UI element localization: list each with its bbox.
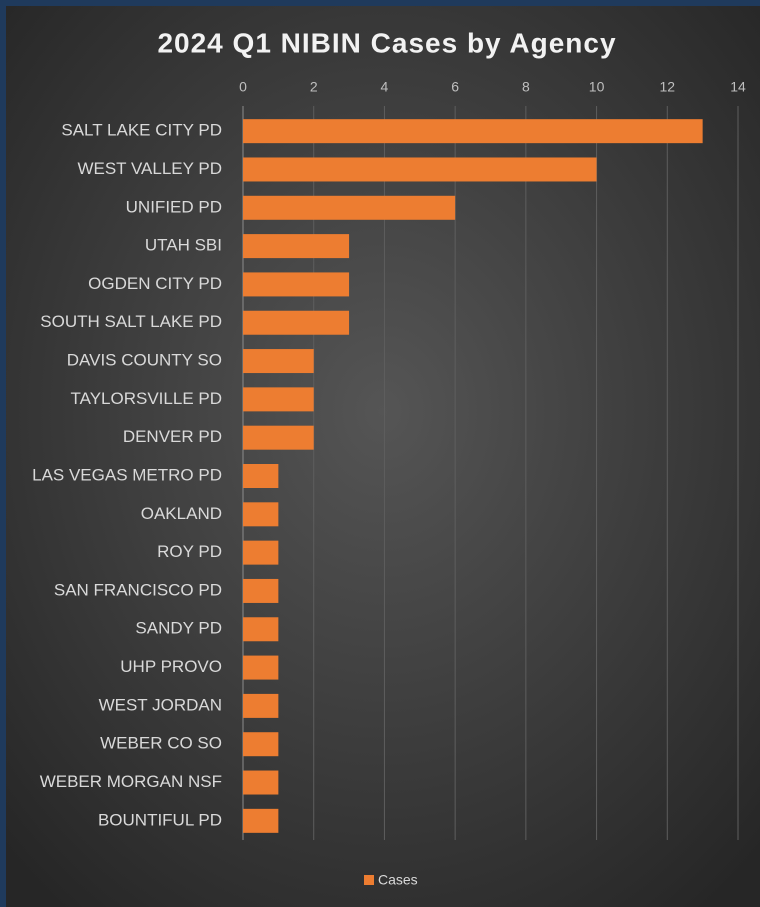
y-tick-label: WEST JORDAN (99, 695, 222, 714)
chart-title: 2024 Q1 NIBIN Cases by Agency (157, 27, 616, 58)
bar (243, 770, 279, 795)
bar (243, 808, 279, 833)
bar (243, 540, 279, 565)
bar (243, 655, 279, 680)
chart-background (6, 6, 760, 907)
bar (243, 349, 314, 374)
x-tick-label: 12 (659, 79, 675, 95)
bar (243, 732, 279, 757)
bar (243, 387, 314, 412)
bar (243, 693, 279, 718)
y-tick-label: WEBER MORGAN NSF (40, 772, 222, 791)
x-tick-label: 4 (381, 79, 389, 95)
y-tick-label: OGDEN CITY PD (88, 274, 222, 293)
y-tick-label: SOUTH SALT LAKE PD (40, 312, 222, 331)
x-tick-label: 2 (310, 79, 318, 95)
bar (243, 425, 314, 450)
bar (243, 310, 350, 335)
y-tick-label: OAKLAND (141, 504, 222, 523)
y-tick-label: ROY PD (157, 542, 222, 561)
bar (243, 578, 279, 603)
y-tick-label: DENVER PD (123, 427, 222, 446)
bar (243, 464, 279, 488)
x-tick-label: 10 (589, 79, 605, 95)
legend-swatch (364, 875, 374, 885)
y-tick-label: WEST VALLEY PD (77, 159, 222, 178)
bar (243, 157, 597, 182)
x-tick-label: 14 (730, 79, 746, 95)
y-tick-label: UTAH SBI (145, 236, 222, 255)
x-tick-label: 8 (522, 79, 530, 95)
x-tick-label: 0 (239, 79, 247, 95)
bar (243, 234, 350, 259)
x-tick-label: 6 (451, 79, 459, 95)
y-tick-label: BOUNTIFUL PD (98, 810, 222, 829)
y-tick-label: UNIFIED PD (126, 197, 222, 216)
bar (243, 119, 703, 144)
legend-label: Cases (378, 872, 418, 888)
y-tick-label: UHP PROVO (120, 657, 222, 676)
y-tick-label: TAYLORSVILLE PD (71, 389, 222, 408)
y-tick-label: SAN FRANCISCO PD (54, 580, 222, 599)
bar (243, 617, 279, 642)
y-tick-label: SALT LAKE CITY PD (61, 121, 222, 140)
bar (243, 502, 279, 527)
bar (243, 272, 350, 297)
y-tick-label: LAS VEGAS METRO PD (32, 465, 222, 484)
y-tick-label: WEBER CO SO (100, 734, 222, 753)
bar (243, 195, 456, 220)
y-tick-label: DAVIS COUNTY SO (67, 351, 222, 370)
y-tick-label: SANDY PD (135, 619, 222, 638)
